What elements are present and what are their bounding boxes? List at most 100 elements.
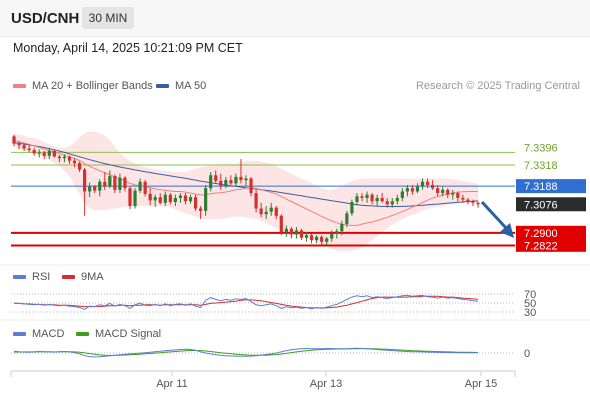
candle-body — [466, 199, 470, 202]
macd-swatch — [13, 332, 26, 337]
interval-button[interactable]: 30 MIN — [82, 7, 134, 29]
candle-body — [441, 189, 445, 194]
candle-body — [269, 207, 273, 212]
candle-body — [355, 196, 359, 203]
candle-body — [224, 180, 228, 186]
candle-body — [123, 177, 127, 189]
legend-macd: MACD — [13, 328, 64, 340]
candle-body — [446, 189, 450, 195]
candle-body — [27, 148, 31, 151]
candle-body — [204, 188, 208, 211]
legend-rsi: RSI — [13, 271, 50, 283]
candle-body — [345, 213, 349, 224]
ma20-swatch — [13, 84, 26, 89]
candle-body — [214, 175, 218, 181]
rsi-line — [13, 294, 479, 310]
candle-body — [365, 194, 369, 198]
candle-body — [133, 190, 137, 207]
macd-signal-swatch — [76, 332, 89, 337]
candle-body — [431, 184, 435, 189]
candle-body — [350, 202, 354, 214]
current-price-box — [516, 179, 586, 194]
candle-body — [425, 181, 430, 185]
candle-body — [461, 197, 465, 200]
candle-body — [415, 186, 420, 192]
legend-macd-label: MACD — [32, 328, 65, 340]
legend-rsi-label: RSI — [32, 271, 51, 283]
resistance-label-1: 7.3396 — [524, 142, 558, 154]
candle-body — [476, 202, 480, 205]
legend-rsi-ma: 9MA — [62, 271, 104, 283]
timestamp: Monday, April 14, 2025 10:21:09 PM CET — [13, 41, 243, 55]
candle-body — [279, 215, 283, 233]
candle-body — [188, 197, 193, 202]
candle-body — [436, 188, 440, 194]
candle-body — [67, 156, 72, 161]
candle-body — [335, 231, 339, 234]
candle-body — [219, 180, 223, 186]
candle-body — [410, 188, 415, 192]
ma20-line — [13, 139, 479, 226]
current-price-label: 7.3188 — [524, 181, 558, 193]
candle-body — [259, 208, 263, 215]
candle-body — [32, 150, 36, 154]
candle-body — [22, 145, 26, 149]
candle-body — [178, 195, 183, 198]
candle-body — [451, 193, 455, 195]
legend-ma20-bb: MA 20 + Bollinger Bands — [13, 80, 153, 92]
candle-body — [113, 176, 117, 190]
x-label-apr15: Apr 15 — [465, 378, 497, 390]
last-price-label: 7.3076 — [524, 199, 558, 211]
chart-header: USD/CNH 30 MIN — [0, 0, 590, 37]
candle-body — [239, 176, 243, 181]
x-label-apr11: Apr 11 — [156, 378, 188, 390]
research-credit: Research © 2025 Trading Central — [415, 80, 580, 92]
candle-body — [229, 180, 233, 184]
legend-macd-signal: MACD Signal — [76, 328, 161, 340]
candle-body — [340, 223, 344, 232]
candle-body — [12, 136, 16, 144]
candle-body — [118, 177, 122, 190]
candle-body — [405, 188, 409, 192]
candle-body — [375, 197, 379, 202]
candle-body — [370, 194, 374, 202]
last-price-box — [516, 197, 586, 212]
legend-ma50-label: MA 50 — [175, 80, 207, 92]
candle-body — [128, 188, 132, 207]
candle-body — [471, 201, 475, 203]
candle-body — [304, 235, 309, 238]
rsi-axis-50: 50 — [524, 298, 536, 310]
candle-body — [294, 230, 299, 235]
candle-body — [148, 193, 152, 201]
forecast-arrow — [480, 200, 514, 238]
candle-body — [299, 230, 304, 238]
support-label-1: 7.2900 — [524, 228, 558, 240]
candle-body — [249, 178, 253, 194]
candle-body — [42, 152, 46, 156]
candle-body — [103, 181, 107, 187]
candle-body — [72, 160, 77, 164]
candle-body — [244, 178, 248, 181]
candle-body — [284, 228, 288, 233]
symbol-title: USD/CNH — [11, 10, 80, 27]
candle-body — [93, 186, 97, 191]
bollinger-band — [14, 131, 478, 252]
candle-body — [420, 181, 425, 187]
resistance-label-2: 7.3318 — [524, 160, 558, 172]
legend-macd-signal-label: MACD Signal — [95, 328, 162, 340]
candle-body — [88, 186, 92, 192]
support-box — [516, 225, 586, 252]
candle-body — [193, 197, 198, 209]
candle-body — [309, 235, 314, 241]
legend-ma20-label: MA 20 + Bollinger Bands — [32, 80, 153, 92]
candle-body — [52, 150, 56, 157]
candle-body — [98, 181, 102, 191]
macd-signal-line — [13, 348, 479, 356]
candle-body — [83, 169, 87, 192]
candle-body — [325, 238, 329, 242]
candle-body — [108, 176, 112, 187]
candle-body — [395, 197, 399, 202]
legend-ma50: MA 50 — [156, 80, 206, 92]
